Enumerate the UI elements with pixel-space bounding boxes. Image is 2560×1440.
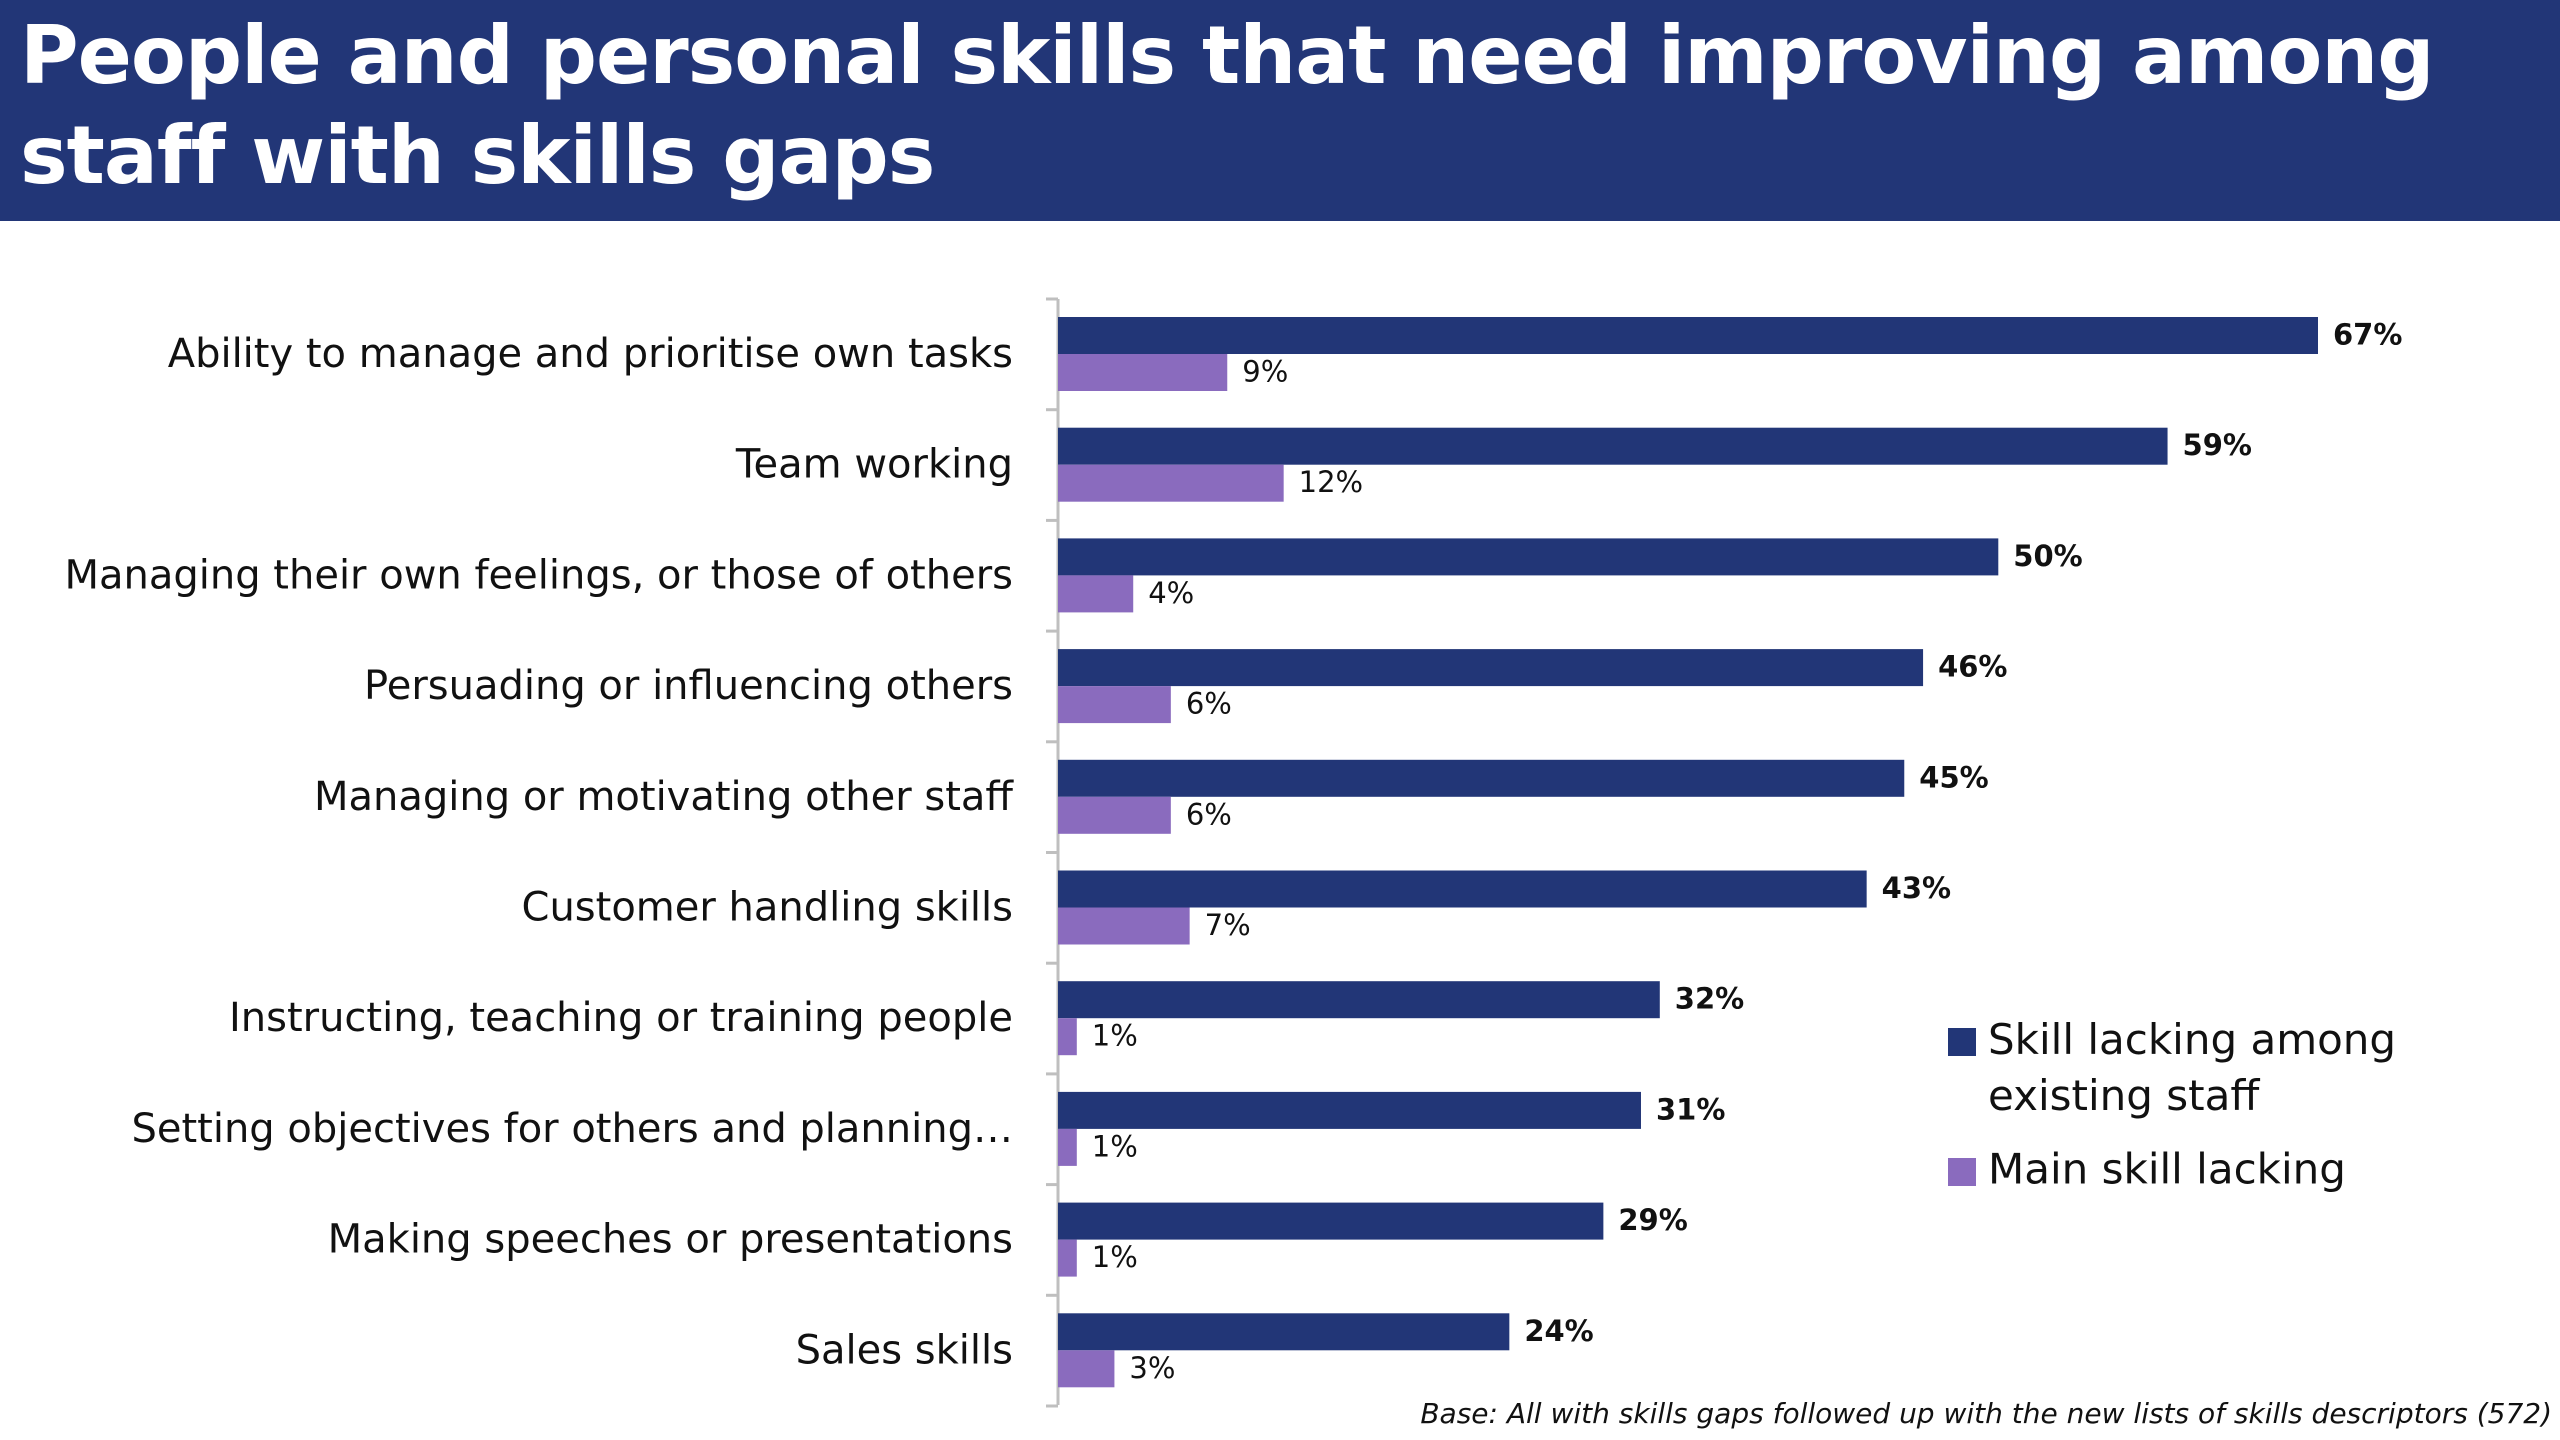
data-label-main-skill-lacking: 4%: [1148, 576, 1194, 610]
data-label-skill-lacking: 50%: [2013, 539, 2082, 573]
data-label-skill-lacking: 46%: [1938, 650, 2007, 684]
legend-label-skill-lacking: Skill lacking among existing staff: [1988, 1015, 2396, 1120]
category-label: Team working: [735, 442, 1013, 488]
data-label-skill-lacking: 67%: [2333, 318, 2402, 352]
bar-main-skill-lacking: [1058, 464, 1284, 502]
bar-skill-lacking: [1058, 1313, 1510, 1351]
bar-main-skill-lacking: [1058, 686, 1171, 724]
bar-main-skill-lacking: [1058, 354, 1228, 391]
data-label-main-skill-lacking: 6%: [1186, 687, 1232, 721]
bar-skill-lacking: [1058, 1202, 1604, 1240]
category-label: Ability to manage and prioritise own tas…: [168, 331, 1013, 377]
category-label: Sales skills: [796, 1327, 1013, 1373]
category-label: Managing or motivating other staff: [314, 774, 1014, 820]
data-label-skill-lacking: 24%: [1524, 1314, 1593, 1348]
data-label-main-skill-lacking: 9%: [1242, 355, 1288, 389]
data-label-main-skill-lacking: 1%: [1092, 1240, 1138, 1274]
data-label-main-skill-lacking: 1%: [1092, 1129, 1138, 1163]
data-label-skill-lacking: 29%: [1618, 1203, 1687, 1237]
bar-main-skill-lacking: [1058, 1018, 1077, 1056]
data-label-skill-lacking: 59%: [2183, 428, 2252, 462]
bars-group: [1058, 317, 2318, 1388]
category-label: Setting objectives for others and planni…: [131, 1106, 1013, 1152]
data-label-skill-lacking: 31%: [1656, 1092, 1725, 1126]
bar-main-skill-lacking: [1058, 1350, 1115, 1388]
data-label-skill-lacking: 45%: [1919, 760, 1988, 794]
bar-chart: Ability to manage and prioritise own tas…: [64, 297, 2403, 1408]
category-label: Instructing, teaching or training people: [229, 995, 1013, 1041]
bar-skill-lacking: [1058, 538, 1999, 576]
title-band: People and personal skills that need imp…: [0, 0, 2560, 221]
bar-main-skill-lacking: [1058, 907, 1190, 945]
bar-skill-lacking: [1058, 870, 1867, 908]
bar-skill-lacking: [1058, 317, 2318, 354]
bar-main-skill-lacking: [1058, 1239, 1077, 1277]
bar-main-skill-lacking: [1058, 575, 1134, 613]
category-label: Making speeches or presentations: [328, 1217, 1013, 1263]
axis-group: [1046, 297, 1060, 1408]
bar-skill-lacking: [1058, 427, 2168, 465]
data-label-skill-lacking: 43%: [1882, 871, 1951, 905]
category-label: Managing their own feelings, or those of…: [64, 552, 1013, 598]
chart-title: People and personal skills that need imp…: [20, 9, 2435, 202]
data-label-main-skill-lacking: 3%: [1129, 1351, 1175, 1385]
bar-skill-lacking: [1058, 649, 1924, 687]
data-label-main-skill-lacking: 6%: [1186, 797, 1232, 831]
bar-main-skill-lacking: [1058, 796, 1171, 834]
legend-label-main-skill-lacking: Main skill lacking: [1988, 1145, 2346, 1194]
bar-skill-lacking: [1058, 759, 1905, 797]
data-label-main-skill-lacking: 1%: [1092, 1019, 1138, 1053]
bar-labels-group: 67% 59% 50% 46% 45% 43% 32% 31% 29% 24% 9% 12% 4% 6% 6…: [1092, 318, 2403, 1385]
data-label-skill-lacking: 32%: [1675, 982, 1744, 1016]
bar-skill-lacking: [1058, 981, 1660, 1019]
category-labels: Ability to manage and prioritise own tas…: [64, 331, 1014, 1373]
legend: Skill lacking among existing staff Main sk…: [1948, 1015, 2396, 1194]
data-label-main-skill-lacking: 7%: [1205, 908, 1251, 942]
legend-swatch-main-skill-lacking: [1948, 1158, 1976, 1186]
bar-skill-lacking: [1058, 1091, 1641, 1129]
base-note: Base: All with skills gaps followed up w…: [1420, 1397, 2552, 1430]
data-label-main-skill-lacking: 12%: [1299, 465, 1363, 499]
category-label: Persuading or influencing others: [364, 663, 1013, 709]
legend-swatch-skill-lacking: [1948, 1028, 1976, 1056]
category-label: Customer handling skills: [522, 885, 1013, 931]
bar-main-skill-lacking: [1058, 1128, 1077, 1166]
